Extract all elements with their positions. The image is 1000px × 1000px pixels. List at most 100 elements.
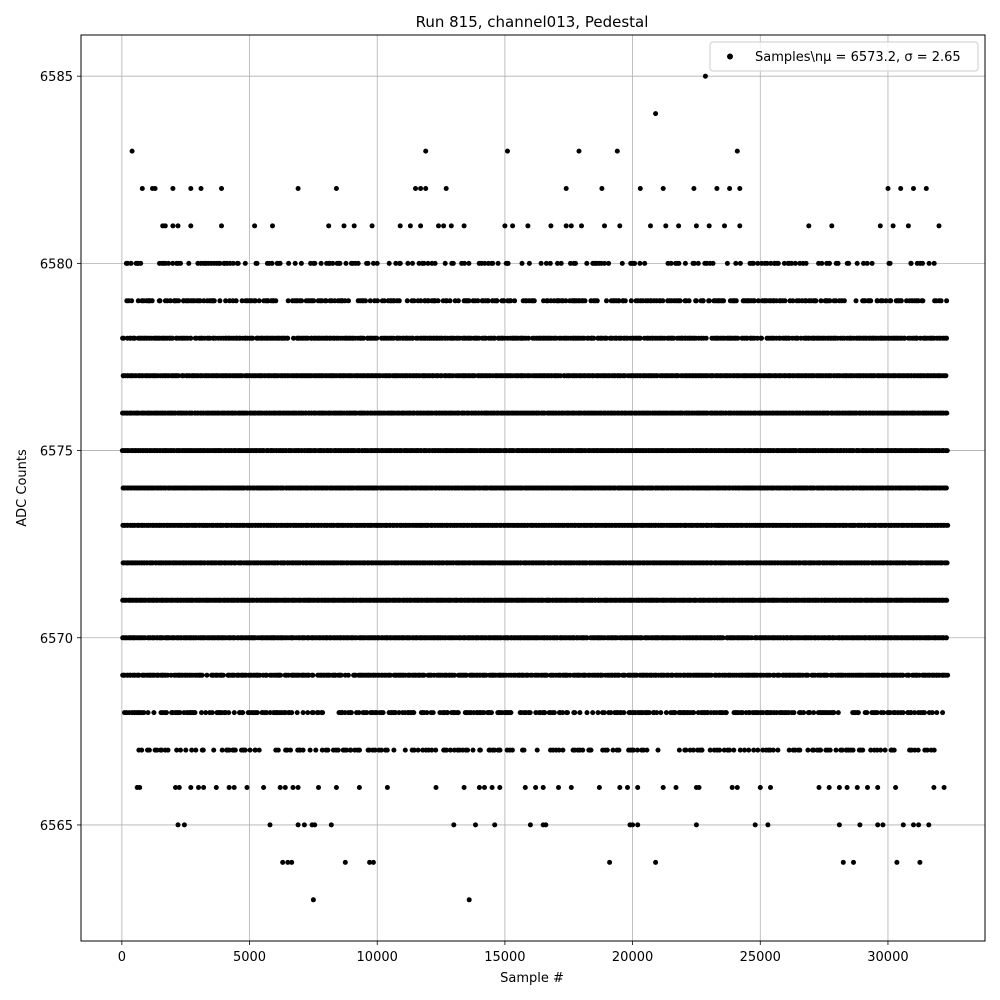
data-point <box>348 710 354 716</box>
data-point <box>658 710 664 716</box>
data-point <box>300 710 306 716</box>
data-point <box>929 710 935 716</box>
data-point <box>874 710 880 716</box>
data-point <box>264 672 270 678</box>
data-point <box>204 672 210 678</box>
data-point <box>577 710 583 716</box>
data-point <box>720 635 726 641</box>
data-point <box>489 710 494 716</box>
data-point <box>572 710 578 716</box>
data-point <box>164 710 169 716</box>
data-point <box>177 710 183 716</box>
data-point <box>421 672 427 678</box>
data-point <box>145 710 151 716</box>
data-point <box>654 710 660 716</box>
data-point <box>151 710 157 716</box>
data-point <box>584 710 590 716</box>
data-point <box>542 710 548 716</box>
data-point <box>584 635 590 641</box>
data-point <box>944 448 950 454</box>
data-point <box>141 710 147 716</box>
data-point <box>621 710 627 716</box>
data-point <box>908 710 914 716</box>
data-point <box>608 710 614 716</box>
data-point <box>824 672 830 678</box>
data-point <box>622 672 628 678</box>
data-point <box>320 710 326 716</box>
data-point <box>226 710 232 716</box>
data-point <box>723 710 729 716</box>
data-point <box>356 710 362 716</box>
data-point <box>264 710 270 716</box>
data-point <box>305 710 311 716</box>
data-point <box>943 485 949 491</box>
data-point <box>278 672 284 678</box>
data-point <box>776 672 782 678</box>
data-point <box>310 710 316 716</box>
data-point <box>424 710 430 716</box>
data-point <box>380 710 386 716</box>
data-point <box>544 672 550 678</box>
data-point <box>922 710 927 716</box>
data-point <box>220 672 226 678</box>
data-point <box>811 710 817 716</box>
data-point <box>912 710 917 716</box>
data-point <box>310 672 316 678</box>
data-point <box>294 710 300 716</box>
data-point <box>601 710 607 716</box>
data-point <box>945 672 951 678</box>
data-point <box>831 710 837 716</box>
data-point <box>209 710 215 716</box>
data-point <box>527 710 533 716</box>
data-point <box>934 710 940 716</box>
data-point <box>944 597 950 603</box>
data-point <box>192 710 198 716</box>
data-point <box>254 710 260 716</box>
data-point <box>203 710 209 716</box>
data-point <box>565 710 570 716</box>
data-point <box>508 710 514 716</box>
data-point <box>807 710 813 716</box>
data-point <box>945 522 951 528</box>
data-point <box>289 710 295 716</box>
data-point <box>835 710 841 716</box>
data-point <box>900 672 906 678</box>
data-point <box>560 710 566 716</box>
data-point <box>940 710 946 716</box>
data-point <box>231 710 237 716</box>
data-point <box>906 672 912 678</box>
data-point <box>240 710 246 716</box>
data-point <box>411 710 417 716</box>
data-point <box>944 560 950 566</box>
data-point <box>805 672 811 678</box>
data-point <box>900 710 906 716</box>
data-point <box>393 710 398 716</box>
data-point <box>387 672 393 678</box>
data-point <box>646 710 652 716</box>
data-point <box>944 410 950 416</box>
data-point <box>864 710 870 716</box>
data-point <box>943 635 949 641</box>
chart-title: Run 815, channel013, Pedestal <box>416 13 649 31</box>
data-point <box>338 672 344 678</box>
data-point <box>881 710 887 716</box>
data-point <box>590 710 596 716</box>
data-point <box>691 710 697 716</box>
data-point <box>551 710 557 716</box>
data-point <box>199 710 204 716</box>
data-point <box>801 710 807 716</box>
data-point <box>463 672 469 678</box>
data-point <box>708 672 714 678</box>
data-point <box>616 672 622 678</box>
data-point <box>445 710 450 716</box>
data-points <box>119 73 951 903</box>
data-point <box>595 710 601 716</box>
data-point <box>481 710 487 716</box>
data-point <box>455 710 461 716</box>
data-point <box>396 710 402 716</box>
data-point <box>855 710 861 716</box>
data-point <box>430 710 436 716</box>
data-point <box>199 672 205 678</box>
